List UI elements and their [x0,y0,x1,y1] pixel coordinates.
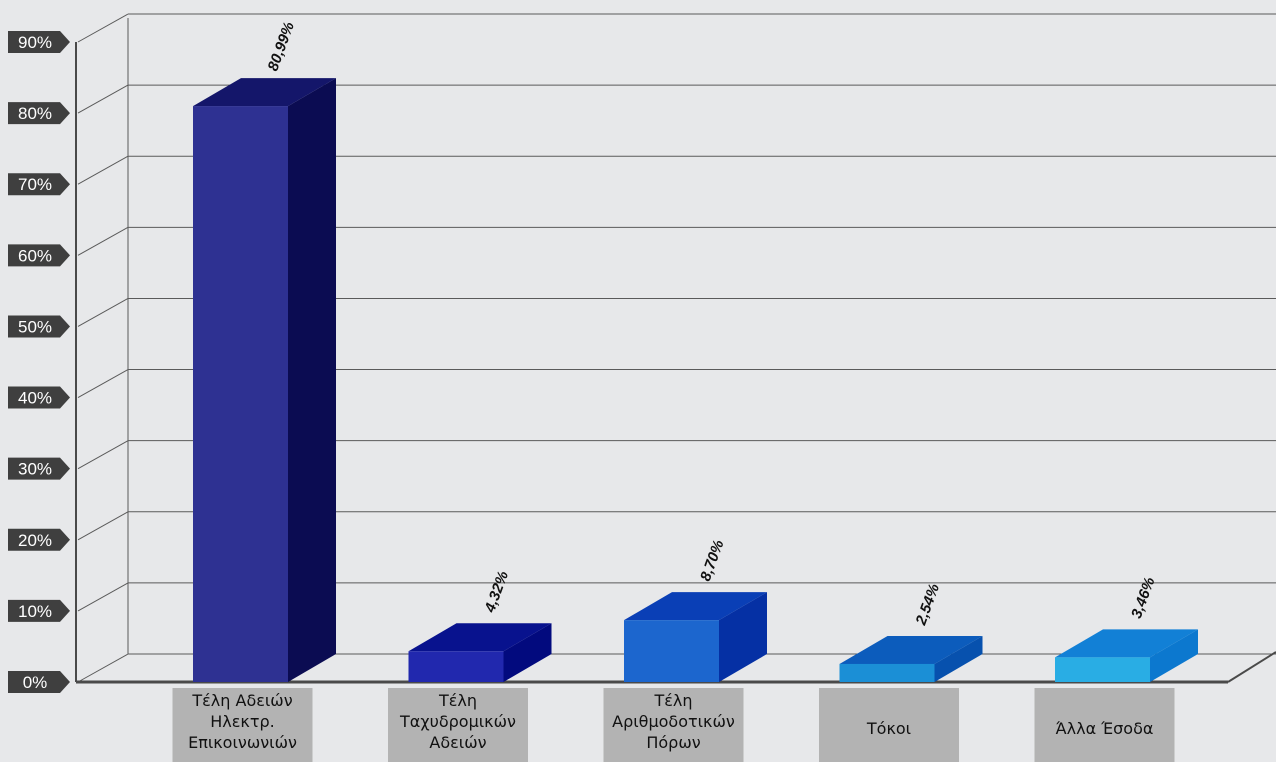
bar-top [624,592,767,621]
gridline-diagonal [77,582,129,612]
bar [1055,629,1198,682]
data-labels: 80,99% 4,32% 8,70% 2,54% 3,46% [265,20,1159,629]
bar [408,623,552,682]
bar-top [1055,629,1198,658]
y-tick-label: 30% [18,460,52,479]
bar-side [288,78,336,683]
y-tick-label: 10% [18,602,52,621]
gridline-diagonal [77,511,129,541]
category-label: Άλλα Έσοδα [1056,719,1154,738]
category-label: Τέλη [653,691,692,710]
y-tick-label: 80% [18,104,52,123]
bar-front [193,106,288,683]
category-label: Αδειών [429,733,486,752]
y-tick-label: 60% [18,246,52,265]
gridline-diagonal [77,653,129,683]
category-label: Τόκοι [866,719,911,738]
gridline-diagonal [77,298,129,327]
data-label: 4,32% [481,569,512,616]
y-tick-marker [8,457,70,480]
y-tick-marker [8,386,70,409]
y-tick-marker [8,31,70,53]
bar [624,592,767,682]
y-tick-marker [8,528,70,551]
category-label: Επικοινωνιών [188,733,297,752]
data-label: 80,99% [265,20,298,74]
bar-front [408,651,504,682]
bar-front [624,620,719,682]
y-tick-label: 0% [23,673,48,692]
bar-front [839,663,935,682]
y-tick-label: 50% [18,317,52,336]
bar-side [1150,629,1198,682]
category-label: Πόρων [646,733,700,752]
bar-side [934,635,983,682]
bar-top [408,623,552,652]
y-tick-marker [8,244,70,267]
category-label: Ηλεκτρ. [210,712,274,731]
y-axis-ticks: 0% 10% 20% 30% 40% 50% 60% 70% 80% 90% [8,31,70,693]
data-label: 3,46% [1128,575,1159,621]
bar-side [503,623,552,682]
bars [193,78,1198,683]
y-tick-marker [8,315,70,338]
floor-right-edge [1227,651,1276,683]
category-label: Τέλη Αδειών [191,691,292,710]
bar-top [193,78,336,107]
category-label-box [388,688,528,762]
y-tick-marker [8,102,70,125]
y-tick-label: 40% [18,389,52,408]
category-label-box [1034,688,1175,762]
y-tick-label: 20% [18,531,52,550]
y-tick-marker [8,599,70,622]
data-label: 8,70% [697,538,728,584]
bar [193,78,336,683]
y-tick-label: 90% [18,33,52,52]
gridline-diagonal [77,369,129,398]
category-label: Τέλη [438,691,477,710]
bar [839,635,983,682]
category-label-box [172,688,313,762]
y-tick-marker [8,671,70,693]
y-tick-label: 70% [18,175,52,194]
gridline-diagonal [77,84,129,114]
data-label: 2,54% [912,582,943,629]
gridline-diagonal [77,13,129,43]
gridline-diagonal [77,155,129,185]
y-tick-marker [8,173,70,196]
gridline-diagonal [77,226,129,256]
category-label-box [603,688,744,762]
bar-top [839,635,983,664]
category-label-box [819,688,959,762]
category-label: Ταχυδρομικών [399,712,516,731]
category-label: Αριθμοδοτικών [612,712,735,731]
x-axis-categories: Τέλη Αδειών Ηλεκτρ. Επικοινωνιών Τέλη Ταχυδρ… [172,688,1175,762]
bar-front [1055,657,1150,682]
gridline-diagonal [77,440,129,470]
bar-side [719,592,767,682]
